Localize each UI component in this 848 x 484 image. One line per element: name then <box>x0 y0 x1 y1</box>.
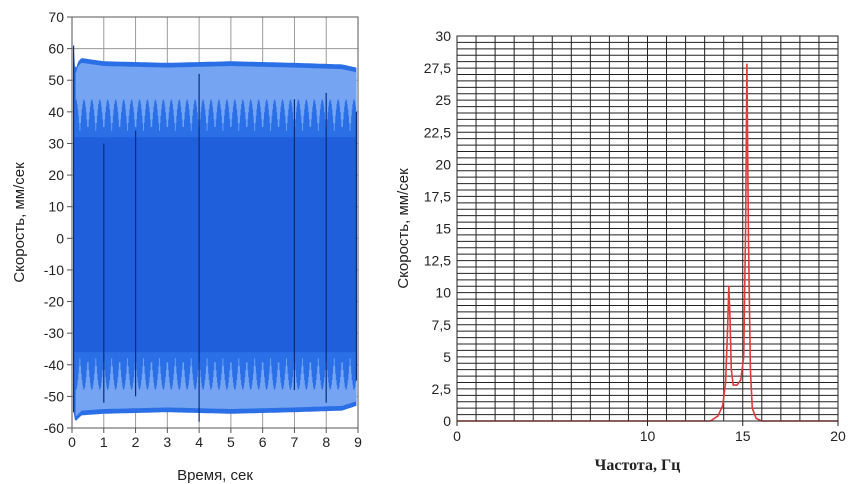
time-chart-x-ticks: 0 1 2 3 4 5 6 7 8 9 <box>68 428 362 450</box>
y-tick-label: 50 <box>48 72 64 88</box>
x-tick-label: 6 <box>259 434 267 450</box>
time-chart-frame <box>71 16 359 429</box>
y-tick-label: 0 <box>56 230 64 246</box>
spectrum-chart-plot-area <box>457 63 838 422</box>
spectrum-chart-grid <box>456 35 839 422</box>
x-tick-label: 1 <box>100 434 108 450</box>
y-tick-label: 10 <box>48 199 64 215</box>
y-tick-label: -30 <box>44 325 64 341</box>
y-tick-label: 30 <box>48 135 64 151</box>
spectrum-line <box>457 63 838 422</box>
y-tick-label: 2,5 <box>432 381 452 397</box>
spectrum-chart: 0 2,5 5 7,5 10 12,5 15 17,5 20 22,5 25 27,5 30 0 10 15… <box>395 28 846 474</box>
spectrum-chart-x-axis-label: Частота, Гц <box>595 457 681 474</box>
time-chart-y-ticks: -60 -50 -40 -30 -20 -10 0 10 20 30 40 50 60 70 <box>44 9 72 436</box>
time-chart-x-axis-label: Время, сек <box>177 467 253 484</box>
y-tick-label: 40 <box>48 104 64 120</box>
x-tick-label: 10 <box>640 428 656 444</box>
y-tick-label: -50 <box>44 388 64 404</box>
y-tick-label: 7,5 <box>432 317 452 333</box>
y-tick-label: 60 <box>48 41 64 57</box>
spectrum-chart-y-ticks: 0 2,5 5 7,5 10 12,5 15 17,5 20 22,5 25 27,5 30 <box>424 28 451 429</box>
x-tick-label: 7 <box>291 434 299 450</box>
y-tick-label: 20 <box>435 156 451 172</box>
x-tick-label: 0 <box>68 434 76 450</box>
x-tick-label: 15 <box>735 428 751 444</box>
x-tick-label: 4 <box>195 434 203 450</box>
time-series-core <box>74 137 357 353</box>
y-tick-label: 12,5 <box>424 253 451 269</box>
time-series-spikes <box>73 45 357 422</box>
y-tick-label: 70 <box>48 9 64 25</box>
y-tick-label: 5 <box>443 349 451 365</box>
x-tick-label: 5 <box>227 434 235 450</box>
time-chart-plot-area <box>73 45 357 422</box>
y-tick-label: -40 <box>44 357 64 373</box>
y-tick-label: 30 <box>435 28 451 44</box>
x-tick-label: 0 <box>453 428 461 444</box>
y-tick-label: 27,5 <box>424 60 451 76</box>
y-tick-label: 10 <box>435 285 451 301</box>
x-tick-label: 2 <box>132 434 140 450</box>
y-tick-label: 0 <box>443 413 451 429</box>
y-tick-label: 17,5 <box>424 188 451 204</box>
y-tick-label: 15 <box>435 221 451 237</box>
y-tick-label: 25 <box>435 92 451 108</box>
x-tick-label: 20 <box>830 428 846 444</box>
y-tick-label: -60 <box>44 420 64 436</box>
time-chart: -60 -50 -40 -30 -20 -10 0 10 20 30 40 50 60 70 0 1 2 3 4 5… <box>11 9 362 484</box>
y-tick-label: 20 <box>48 167 64 183</box>
y-tick-label: 22,5 <box>424 124 451 140</box>
x-tick-label: 9 <box>354 434 362 450</box>
x-tick-label: 8 <box>322 434 330 450</box>
spectrum-chart-x-ticks: 0 10 15 20 <box>453 421 846 444</box>
y-tick-label: -20 <box>44 294 64 310</box>
y-tick-label: -10 <box>44 262 64 278</box>
x-tick-label: 3 <box>163 434 171 450</box>
spectrum-chart-y-axis-label: Скорость, мм/сек <box>395 168 412 289</box>
time-chart-y-axis-label: Скорость, мм/сек <box>11 162 28 283</box>
